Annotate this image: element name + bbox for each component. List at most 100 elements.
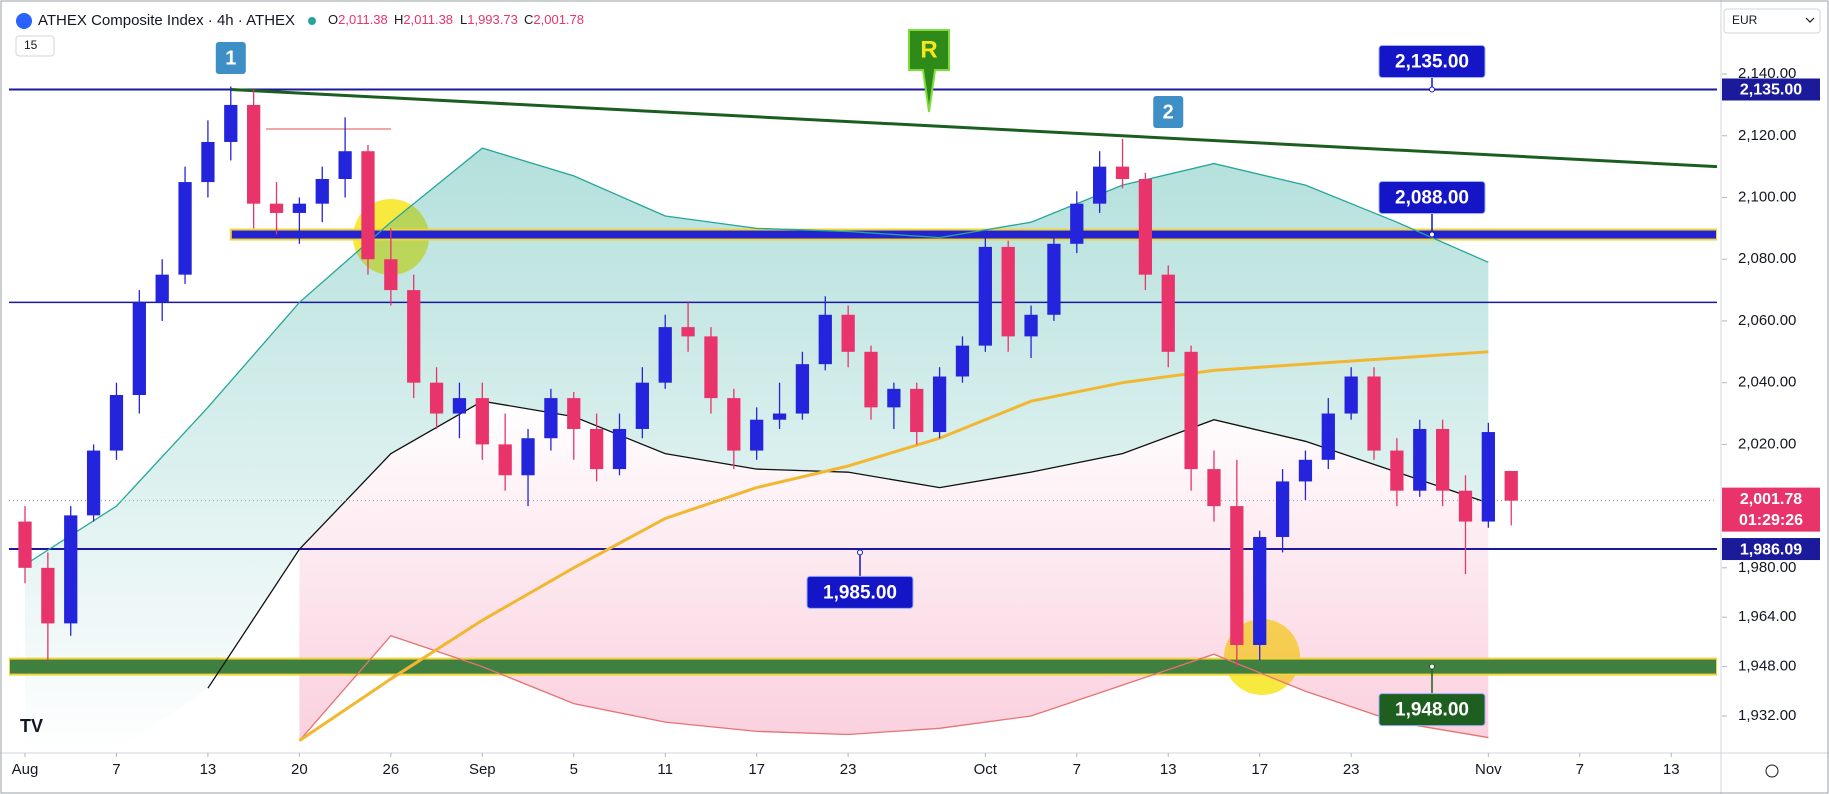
header-low: L1,993.73 <box>460 12 518 27</box>
callout-anchor <box>1429 86 1435 93</box>
x-tick-label: 17 <box>1251 761 1268 778</box>
y-tick-label: 1,980.00 <box>1738 559 1796 576</box>
y-tick-label: 2,040.00 <box>1738 374 1796 391</box>
x-tick-label: 7 <box>112 761 120 778</box>
indicator-line <box>24 147 1489 566</box>
candle-body <box>1024 314 1038 337</box>
x-tick-label: 13 <box>1160 761 1177 778</box>
header-bg <box>10 9 630 33</box>
level-badge-label: 2,135.00 <box>1740 82 1802 99</box>
callout-box <box>1378 44 1486 78</box>
candle-body <box>932 376 947 433</box>
candle-body <box>475 398 489 445</box>
y-tick-label: 2,120.00 <box>1738 127 1796 144</box>
callout-anchor <box>1429 231 1435 238</box>
marker-pin <box>908 29 950 113</box>
candle-body <box>384 259 398 291</box>
candle-body <box>1115 166 1130 179</box>
candle-body <box>1070 203 1084 244</box>
callout-box <box>1378 181 1486 215</box>
candle-body <box>292 203 307 213</box>
candle-body <box>452 398 467 414</box>
candle-body <box>727 398 741 451</box>
settings-icon[interactable] <box>1765 764 1779 778</box>
candle-body <box>887 388 901 408</box>
candle-body <box>1504 470 1518 501</box>
candle-body <box>1413 428 1427 491</box>
interval-text: 15 <box>24 38 38 52</box>
currency-text: EUR <box>1732 13 1758 27</box>
y-tick-label: 1,932.00 <box>1738 707 1796 724</box>
price-badge-label: 2,001.78 <box>1740 491 1802 508</box>
ohlc-key: L <box>460 12 467 27</box>
zone <box>9 657 1717 676</box>
currency-select[interactable] <box>1723 8 1821 34</box>
x-tick-label: Oct <box>974 761 998 778</box>
candle-body <box>338 151 352 179</box>
x-tick-label: 7 <box>1576 761 1584 778</box>
candle-body <box>1161 274 1175 352</box>
level-badge-label: 1,986.09 <box>1740 541 1802 558</box>
callout-box <box>1378 693 1486 727</box>
interval-badge[interactable] <box>15 35 55 57</box>
level-badge <box>1722 78 1820 101</box>
candle-body <box>1458 490 1473 522</box>
candle-body <box>86 450 101 516</box>
candle-body <box>1321 413 1335 460</box>
marker-box <box>215 42 246 74</box>
ohlc-value: 1,993.73 <box>467 12 518 27</box>
candle-body <box>658 327 672 383</box>
candle-body <box>247 104 261 204</box>
x-tick-label: 23 <box>840 761 857 778</box>
callout-anchor <box>857 549 863 556</box>
candle-body <box>224 104 238 142</box>
header-open: O2,011.38 <box>328 12 388 27</box>
zone <box>229 228 1717 241</box>
y-tick-label: 2,020.00 <box>1738 435 1796 452</box>
x-tick-label: 5 <box>570 761 578 778</box>
x-tick-label: 17 <box>748 761 765 778</box>
header-title: ATHEX Composite Index · 4h · ATHEX <box>38 12 295 29</box>
marker-label: 1 <box>225 47 236 69</box>
candle-body <box>1093 166 1107 204</box>
indicator-line <box>298 634 1489 742</box>
callout-label: 1,985.00 <box>823 582 897 603</box>
candle-body <box>544 398 558 439</box>
candle-body <box>1275 481 1290 537</box>
candle-body <box>1184 351 1198 470</box>
ohlc-value: 2,011.38 <box>403 12 453 27</box>
trendline <box>230 87 1717 169</box>
candle-body <box>818 314 832 365</box>
candle-body <box>1207 469 1221 507</box>
candle-body <box>201 141 215 183</box>
marker-label: 2 <box>1163 101 1174 123</box>
candle-body <box>521 438 535 476</box>
y-tick-label: 2,100.00 <box>1738 188 1796 205</box>
candle-body <box>567 398 581 429</box>
candle-body <box>315 178 329 204</box>
candle-body <box>18 521 32 568</box>
logo: TV <box>20 716 43 736</box>
countdown-label: 01:29:26 <box>1739 512 1803 529</box>
x-tick-label: 23 <box>1343 761 1360 778</box>
indicator-line <box>207 400 1489 689</box>
header-close: C2,001.78 <box>524 12 584 27</box>
header: ATHEX Composite Index · 4h · ATHEX O2,01… <box>10 8 1821 778</box>
ohlc-key: O <box>328 12 338 27</box>
candle-body <box>978 246 992 346</box>
callout-box <box>806 575 914 609</box>
status-dot <box>308 17 316 25</box>
callout-anchor <box>1429 663 1435 670</box>
x-tick-label: 26 <box>382 761 399 778</box>
candle-body <box>498 444 512 476</box>
symbol-icon <box>16 13 32 29</box>
candle-body <box>429 382 444 414</box>
y-tick-label: 1,964.00 <box>1738 608 1796 625</box>
candle-body <box>361 151 375 260</box>
x-tick-label: Sep <box>469 761 496 778</box>
candle-body <box>795 364 810 414</box>
x-tick-label: 20 <box>291 761 308 778</box>
candle-body <box>910 388 924 433</box>
